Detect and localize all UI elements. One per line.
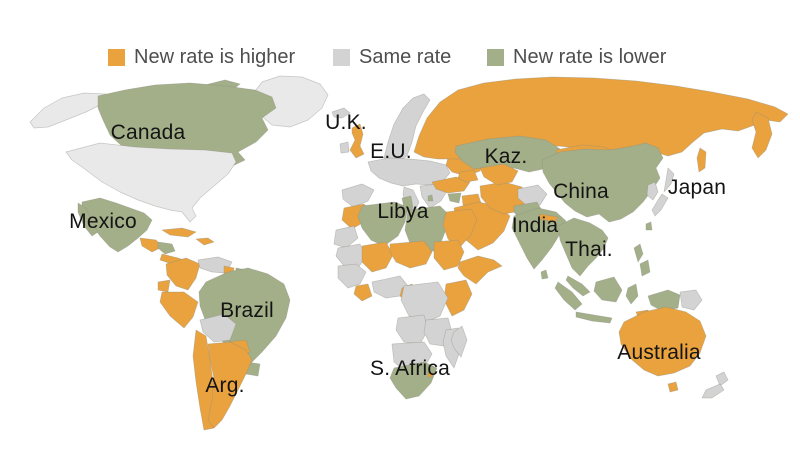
country-cuba: [161, 227, 197, 238]
country-iberia: [341, 183, 375, 208]
country-costa-rica: [157, 241, 176, 255]
country-malaysia: [565, 275, 591, 297]
country-bolivia: [199, 313, 237, 343]
country-iceland: [331, 107, 351, 119]
country-western-sahara: [333, 225, 359, 249]
map-label-uk: U.K.: [325, 111, 367, 134]
country-philippines-south: [639, 259, 651, 277]
country-china: [541, 142, 664, 223]
country-usa: [65, 142, 237, 223]
country-west-papua: [647, 289, 681, 312]
country-uk: [349, 123, 365, 159]
map-label-libya: Libya: [377, 200, 429, 223]
country-nz-north: [715, 371, 729, 387]
country-baja: [77, 202, 99, 237]
country-egypt: [442, 208, 478, 249]
country-eswatini: [427, 371, 434, 378]
country-ireland: [339, 141, 350, 154]
country-peru: [159, 291, 199, 329]
country-png: [679, 289, 703, 311]
country-borneo: [593, 276, 623, 303]
country-sudan: [433, 239, 465, 271]
legend-swatch-higher-icon: [108, 48, 125, 66]
country-indochina: [557, 217, 609, 277]
legend-swatch-lower-icon: [487, 48, 504, 66]
map-label-thai: Thai.: [565, 238, 613, 261]
country-afghanistan: [517, 184, 548, 206]
country-india: [511, 207, 567, 270]
map-label-japan: Japan: [667, 176, 727, 199]
country-australia: [618, 306, 707, 377]
country-ecuador: [157, 279, 171, 293]
legend: New rate is higher Same rate New rate is…: [0, 44, 800, 70]
country-nepal: [538, 213, 559, 223]
country-caucasus: [457, 169, 479, 183]
country-horn-of-africa: [457, 255, 503, 285]
country-philippines-north: [633, 243, 644, 263]
map-label-china: China: [553, 180, 609, 203]
map-label-brazil: Brazil: [220, 299, 274, 322]
country-algeria: [357, 201, 409, 247]
country-niger-chad: [389, 240, 433, 269]
legend-item-higher: New rate is higher: [108, 44, 295, 70]
country-nz-south: [701, 383, 725, 399]
country-mali: [361, 241, 394, 273]
map-label-india: India: [511, 214, 559, 237]
map-label-s-africa: S. Africa: [370, 357, 450, 380]
country-sumatra: [554, 281, 583, 311]
country-sri-lanka: [540, 269, 549, 280]
country-tasmania: [667, 381, 679, 393]
country-alaska: [29, 92, 107, 129]
legend-label-lower: New rate is lower: [513, 46, 667, 68]
legend-item-same: Same rate: [333, 44, 451, 70]
country-madagascar: [450, 325, 468, 358]
country-tunisia: [401, 195, 414, 213]
country-colombia: [165, 257, 201, 291]
country-west-africa: [337, 263, 367, 289]
country-kazakhstan: [454, 135, 561, 173]
country-south-africa: [389, 361, 438, 400]
country-angola: [395, 314, 429, 345]
country-syria: [447, 192, 462, 204]
country-turkey: [431, 176, 471, 194]
map-label-mexico: Mexico: [69, 210, 137, 233]
country-japan-south: [651, 193, 669, 217]
country-java: [575, 311, 613, 324]
country-kamchatka: [751, 111, 773, 159]
country-korea: [646, 181, 659, 201]
legend-item-lower: New rate is lower: [487, 44, 666, 70]
map-label-kaz: Kaz.: [484, 145, 528, 168]
country-japan-north: [663, 167, 675, 193]
country-argentina: [207, 341, 253, 429]
map-label-arg: Arg.: [205, 374, 245, 397]
map-label-eu: E.U.: [370, 140, 412, 163]
country-albania: [427, 194, 434, 202]
country-sakhalin: [696, 147, 707, 173]
country-guatemala-honduras: [139, 237, 163, 253]
country-ivory-coast: [353, 283, 373, 302]
country-taiwan: [645, 221, 653, 231]
country-greenland: [251, 75, 329, 128]
country-central-asia: [479, 163, 519, 186]
legend-label-same: Same rate: [359, 46, 452, 68]
country-sulawesi: [625, 283, 639, 305]
country-hispaniola: [195, 237, 215, 246]
map-label-australia: Australia: [617, 341, 701, 364]
legend-swatch-same-icon: [333, 48, 350, 66]
map-label-canada: Canada: [110, 121, 186, 144]
legend-label-higher: New rate is higher: [134, 46, 296, 68]
